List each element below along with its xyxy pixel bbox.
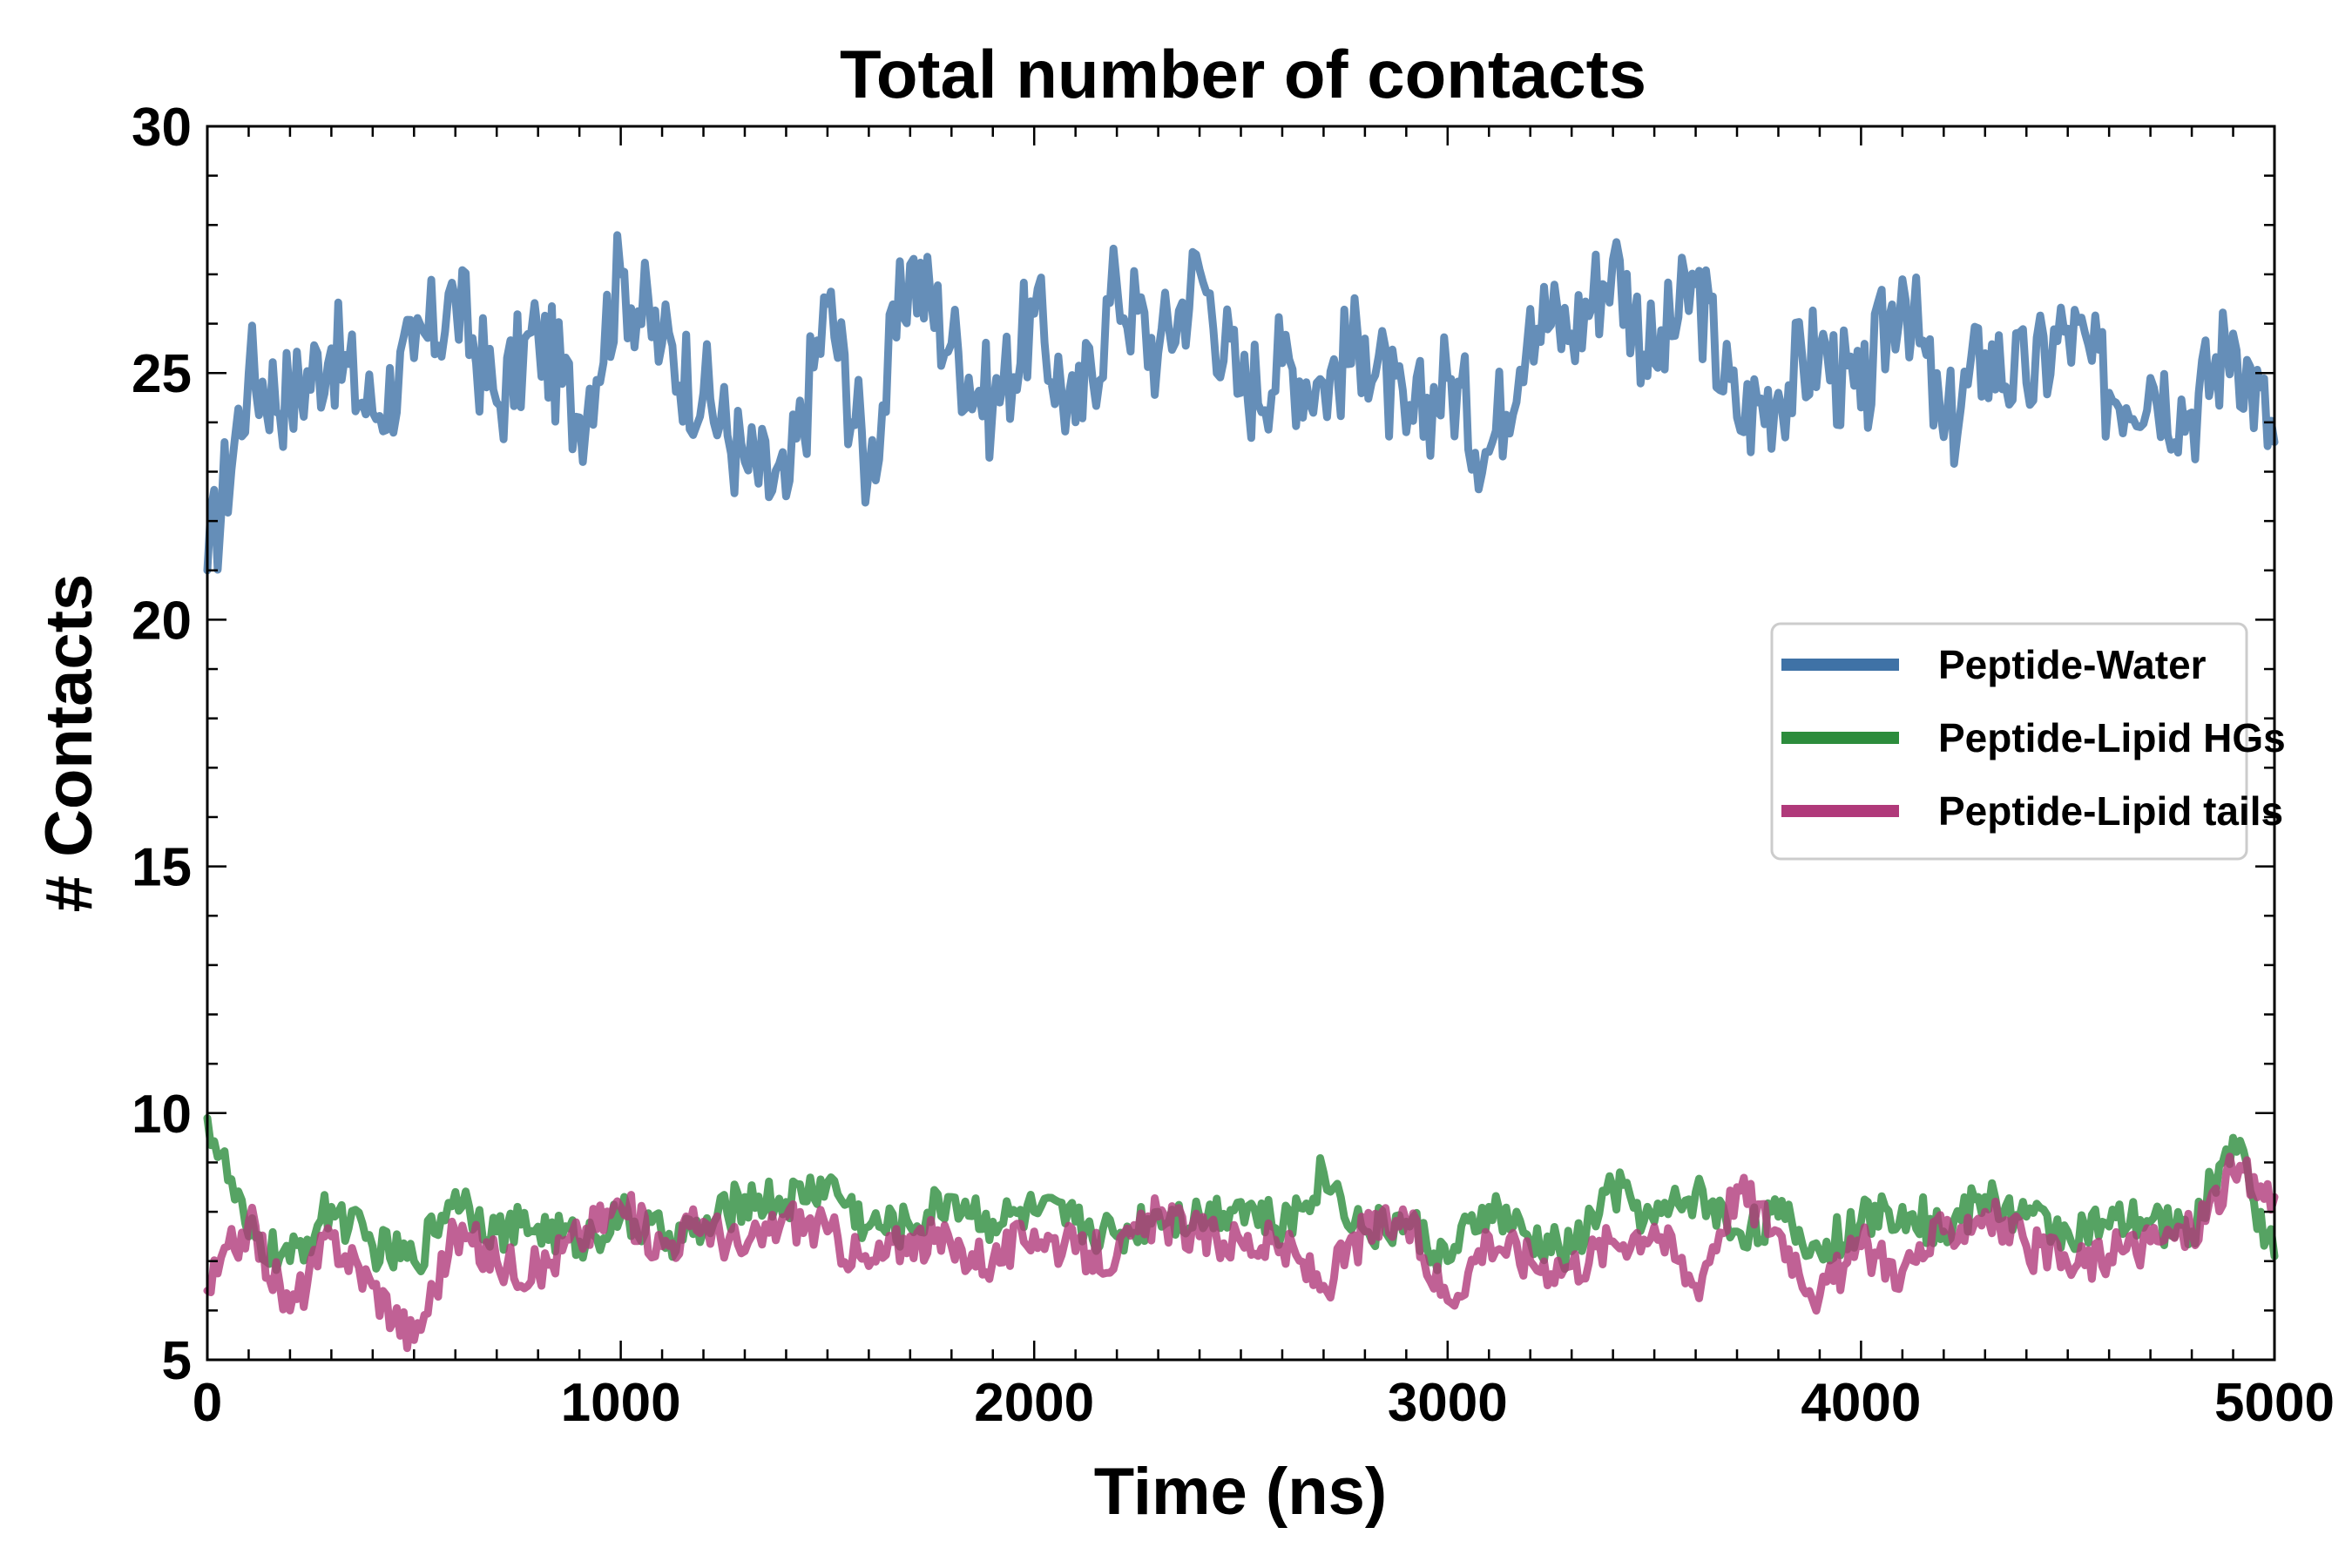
x-tick-label: 0 [193,1373,222,1433]
series-line-peptide-lipid-tails [203,1152,2279,1353]
legend-label: Peptide-Water [1938,642,2207,687]
x-tick-label: 1000 [561,1373,681,1433]
x-tick-label: 5000 [2214,1373,2335,1433]
y-tick-label: 5 [162,1331,192,1391]
legend-label: Peptide-Lipid HGs [1938,715,2286,760]
series-layer [203,231,2279,1353]
x-tick-label: 2000 [974,1373,1094,1433]
legend: Peptide-Water Peptide-Lipid HGs Peptide-Li… [1770,622,2286,861]
tick-labels-layer: 0 1000 2000 3000 4000 5000 5 10 15 20 25 30 [132,98,2335,1433]
x-tick-label: 4000 [1801,1373,1921,1433]
series-line-peptide-lipid-hgs [203,1114,2279,1275]
y-tick-label: 10 [132,1085,192,1145]
plot-area-frame [206,125,2276,1362]
chart-title: Total number of contacts [840,36,1646,112]
x-tick-label: 3000 [1388,1373,1508,1433]
y-tick-label: 20 [132,591,192,651]
series-line-peptide-water [203,231,2279,575]
y-tick-label: 15 [132,838,192,898]
y-tick-label: 30 [132,98,192,158]
x-axis-label: Time (ns) [1094,1455,1387,1529]
y-axis-label: # Contacts [32,574,106,913]
y-tick-label: 25 [132,344,192,404]
legend-frame [1770,622,2248,861]
legend-label: Peptide-Lipid tails [1938,788,2283,834]
